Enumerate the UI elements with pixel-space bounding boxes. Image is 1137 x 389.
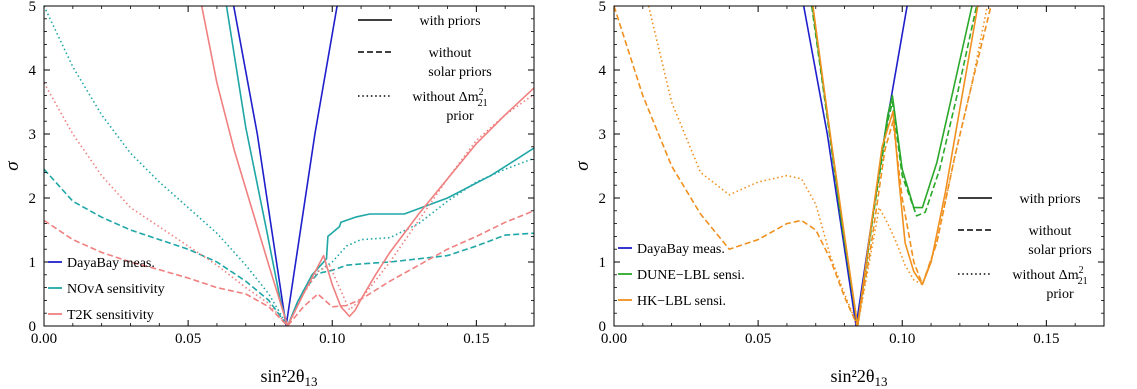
- y-axis-label: σ: [2, 161, 23, 171]
- chart-panel-1: 0.00 0.05 0.10 0.15 0 1 2 3 4 5 sin²2θ13 σ DayaBay m…: [2, 0, 535, 389]
- x-axis-label: sin²2θ13: [830, 366, 887, 389]
- y-tick-label: 4: [599, 63, 607, 79]
- color-legend-label: NOvA sensitivity: [67, 282, 165, 297]
- series-group: [614, 6, 992, 326]
- y-tick-label: 1: [599, 255, 607, 271]
- y-tick-label: 3: [599, 127, 607, 143]
- x-tick-label: 0.00: [31, 331, 57, 347]
- style-legend-label: without: [429, 46, 472, 61]
- x-tick-label: 0.10: [889, 331, 915, 347]
- color-legend-label: T2K sensitivity: [67, 308, 154, 323]
- color-legend-label: HK−LBL sensi.: [637, 294, 726, 309]
- series-line-1-solid: [232, 6, 338, 326]
- series-line-2-solid: [225, 6, 534, 326]
- series-line-5-solid: [200, 6, 534, 326]
- color-legend-label: DayaBay meas.: [637, 242, 725, 257]
- y-tick-label: 0: [599, 319, 607, 335]
- x-tick-label: 0.05: [175, 331, 201, 347]
- x-tick-label: 0.15: [1033, 331, 1059, 347]
- series-line-2-solid: [811, 6, 973, 326]
- style-legend-label: without Δm2 21: [412, 87, 487, 109]
- x-tick-label: 0.15: [463, 331, 489, 347]
- y-tick-label: 1: [29, 255, 37, 271]
- style-legend-label: prior: [446, 109, 474, 124]
- color-legend: DayaBay meas. DUNE−LBL sensi. HK−LBL sensi…: [618, 242, 745, 309]
- style-legend-label: with priors: [1019, 192, 1080, 207]
- y-tick-label: 4: [29, 63, 37, 79]
- y-tick-label: 5: [599, 0, 607, 15]
- series-line-3-dashed: [810, 6, 978, 326]
- series-line-5-dashed: [614, 6, 992, 326]
- style-legend-label: without: [1029, 224, 1072, 239]
- x-tick-label: 0.00: [601, 331, 627, 347]
- style-legend-label: without Δm2 21: [1012, 265, 1087, 287]
- color-legend-label: DUNE−LBL sensi.: [637, 268, 745, 283]
- y-tick-label: 0: [29, 319, 37, 335]
- plot-frame: [613, 5, 1105, 327]
- y-tick-label: 2: [29, 191, 37, 207]
- y-axis-label: σ: [572, 161, 593, 171]
- y-tick-label: 3: [29, 127, 37, 143]
- x-tick-label: 0.10: [319, 331, 345, 347]
- x-axis-label: sin²2θ13: [260, 366, 317, 389]
- series-line-4-solid: [812, 6, 979, 326]
- plot-frame: [43, 5, 535, 327]
- color-legend: DayaBay meas. NOvA sensitivity T2K sensiti…: [48, 256, 165, 323]
- style-legend: with priors without solar priors without Δm…: [958, 192, 1092, 302]
- style-legend-label: prior: [1046, 287, 1074, 302]
- color-legend-label: DayaBay meas.: [67, 256, 155, 271]
- style-legend-label: with priors: [419, 14, 480, 29]
- style-legend-label: solar priors: [1028, 243, 1091, 258]
- series-line-3-dashed: [44, 168, 534, 326]
- series-group: [44, 6, 534, 326]
- series-line-6-dashed: [44, 210, 534, 326]
- style-legend-label: solar priors: [428, 65, 491, 80]
- y-tick-label: 5: [29, 0, 37, 15]
- y-tick-label: 2: [599, 191, 607, 207]
- chart-panel-2: 0.00 0.05 0.10 0.15 0 1 2 3 4 5 sin²2θ13 σ DayaBay m…: [572, 0, 1105, 389]
- style-legend: with priors without solar priors without Δm…: [358, 14, 492, 124]
- x-tick-label: 0.05: [745, 331, 771, 347]
